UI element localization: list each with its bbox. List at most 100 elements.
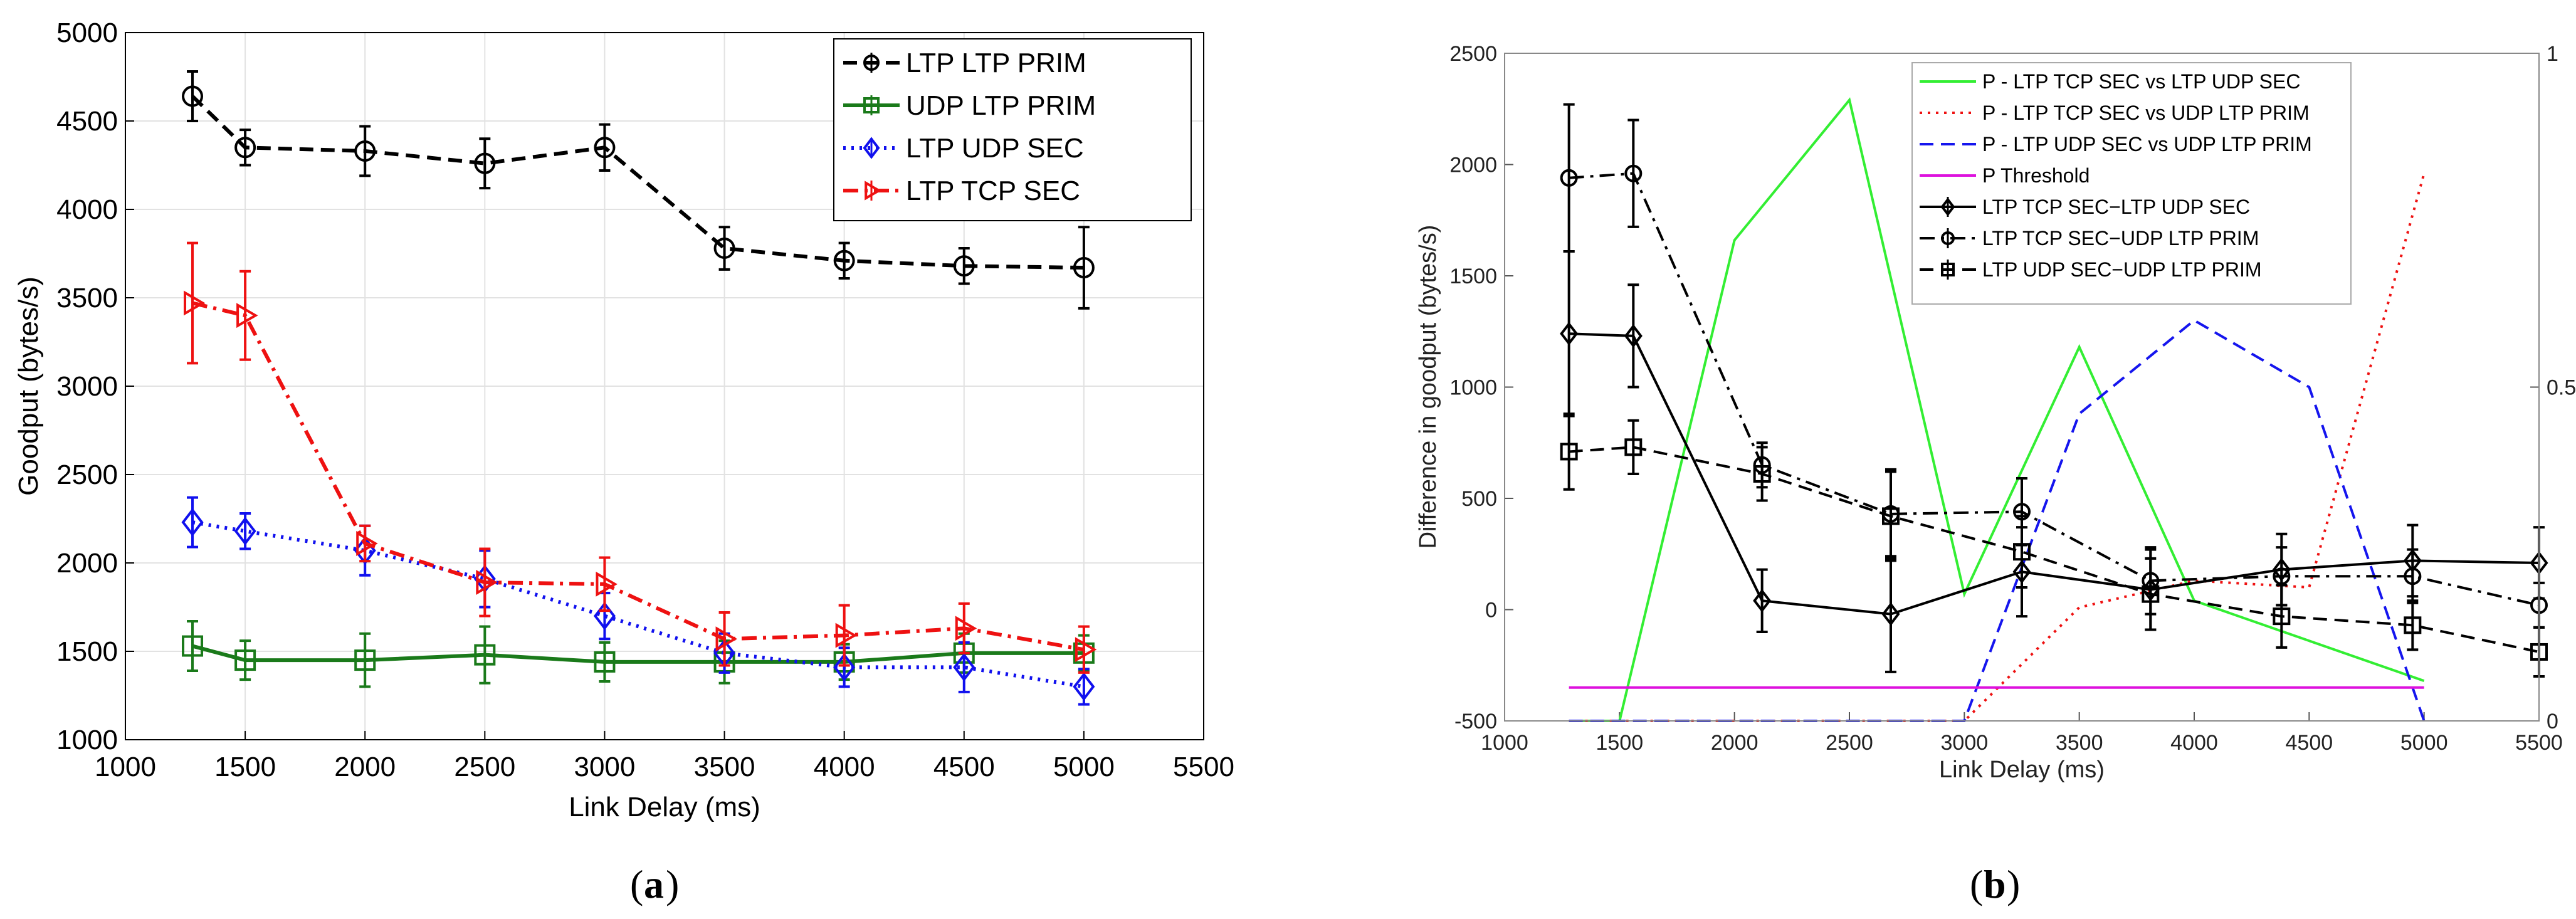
data-point xyxy=(236,303,258,328)
data-point xyxy=(1075,637,1097,663)
y-tick-label: 1500 xyxy=(1449,265,1497,288)
x-tick-label: 3500 xyxy=(2056,731,2103,755)
legend-entry: UDP LTP PRIM xyxy=(843,90,1096,121)
x-tick-label: 5000 xyxy=(1053,752,1115,782)
legend-entry: LTP TCP SEC−UDP LTP PRIM xyxy=(1920,227,2259,249)
legend-label: P - LTP UDP SEC vs UDP LTP PRIM xyxy=(1982,133,2312,155)
data-point xyxy=(474,644,496,666)
data-point xyxy=(2273,567,2291,586)
series-ltp-tcp-sec xyxy=(184,241,1097,674)
legend-entry: P - LTP TCP SEC vs UDP LTP PRIM xyxy=(1920,102,2310,124)
panel-caption-b: ( b ) xyxy=(1970,862,2020,906)
data-point xyxy=(1624,438,1643,456)
data-point xyxy=(184,290,206,316)
data-point xyxy=(234,517,256,546)
data-point xyxy=(476,570,498,595)
x-tick-label: 3500 xyxy=(694,752,755,782)
series-line xyxy=(1569,172,2540,607)
y-axis-label-b: Difference in goodput (bytes/s) xyxy=(1415,225,1441,549)
y2-tick-label: 0 xyxy=(2547,710,2558,733)
x-tick-label: 2000 xyxy=(334,752,396,782)
y-tick-label: 500 xyxy=(1461,487,1497,511)
x-tick-label: 2500 xyxy=(454,752,515,782)
data-point xyxy=(182,635,204,657)
x-tick-label: 3000 xyxy=(574,752,635,782)
x-tick-label: 2000 xyxy=(1711,731,1759,755)
x-tick-label: 5500 xyxy=(1173,752,1234,782)
data-point xyxy=(1881,602,1900,626)
series-ltp-ltp-prim xyxy=(182,70,1095,310)
legend-marker xyxy=(863,55,880,71)
data-point xyxy=(835,622,858,648)
x-tick-label: 4000 xyxy=(2170,731,2218,755)
y-tick-label: 2500 xyxy=(56,460,118,490)
data-point xyxy=(182,85,204,107)
data-point xyxy=(955,616,977,641)
data-point xyxy=(833,653,856,682)
y-tick-label: 2000 xyxy=(56,548,118,579)
data-point xyxy=(356,531,378,556)
legend-label: UDP LTP PRIM xyxy=(906,90,1096,121)
svg-text:): ) xyxy=(666,862,679,906)
x-tick-label: 2500 xyxy=(1826,731,1873,755)
x-tick-label: 5500 xyxy=(2515,731,2563,755)
data-point xyxy=(1560,322,1579,346)
y2-tick-label: 0.5 xyxy=(2547,376,2576,400)
series-line xyxy=(191,95,1084,270)
data-point xyxy=(953,255,975,277)
legend-entry: LTP TCP SEC−LTP UDP SEC xyxy=(1920,196,2250,218)
x-tick-label: 4500 xyxy=(933,752,995,782)
series-a xyxy=(181,70,1097,706)
y-axis-label-a: Goodput (bytes/s) xyxy=(13,276,44,496)
y-tick-label: 2500 xyxy=(1449,42,1497,66)
data-point xyxy=(2404,616,2422,634)
chart-panel-b: 1000 1500 2000 2500 3000 3500 4000 4500 5000 5500… xyxy=(1415,42,2576,906)
legend-box-a xyxy=(833,38,1192,221)
legend-entry: LTP UDP SEC xyxy=(843,133,1084,164)
y-tick-label: 2000 xyxy=(1449,154,1497,177)
data-point xyxy=(1624,164,1643,182)
panel-letter-a: a xyxy=(644,862,664,906)
data-point xyxy=(2142,585,2160,603)
legend-entry: LTP LTP PRIM xyxy=(843,48,1086,78)
panel-caption-a: ( a ) xyxy=(630,862,679,906)
x-tick-label: 1000 xyxy=(95,752,156,782)
data-point xyxy=(354,140,376,162)
y-tick-label: 4000 xyxy=(56,194,118,225)
y-ticks-a: 1000 1500 2000 2500 3000 3500 4000 4500 5000 xyxy=(56,18,134,755)
data-point xyxy=(1073,257,1095,279)
data-point xyxy=(1073,672,1095,701)
legend-label: LTP UDP SEC xyxy=(906,133,1084,164)
data-point xyxy=(2404,567,2422,586)
y2-ticks-b: 00.51 xyxy=(2530,42,2576,733)
data-point xyxy=(713,238,735,260)
data-point xyxy=(1624,323,1643,348)
y-tick-label: 1000 xyxy=(1449,376,1497,400)
legend-label: P - LTP TCP SEC vs UDP LTP PRIM xyxy=(1982,102,2310,124)
legend-entry: LTP TCP SEC xyxy=(843,176,1080,206)
data-point xyxy=(1753,465,1771,483)
chart-panel-a: 1000 1500 2000 2500 3000 3500 4000 4500 5000 5500… xyxy=(13,18,1234,906)
legend-entry: P Threshold xyxy=(1920,164,2090,187)
series-line xyxy=(1569,446,2540,653)
x-tick-label: 3000 xyxy=(1941,731,1989,755)
legend-marker xyxy=(865,181,882,201)
series-b xyxy=(1560,97,2548,722)
legend-entry: P - LTP UDP SEC vs UDP LTP PRIM xyxy=(1920,133,2312,155)
y-tick-label: 5000 xyxy=(56,18,118,48)
legend-label: LTP UDP SEC−UDP LTP PRIM xyxy=(1982,258,2261,281)
data-point xyxy=(593,601,616,631)
y-tick-label: 3000 xyxy=(56,371,118,402)
legend-marker xyxy=(1940,197,1955,216)
data-point xyxy=(594,651,616,673)
x-tick-label: 1500 xyxy=(214,752,276,782)
data-point xyxy=(833,249,855,271)
legend-label: P Threshold xyxy=(1982,164,2090,187)
data-point xyxy=(2013,543,2031,561)
legend-label: P - LTP TCP SEC vs LTP UDP SEC xyxy=(1982,70,2300,93)
plot-frame-a xyxy=(125,32,1204,740)
legend-marker xyxy=(863,137,880,159)
data-point xyxy=(234,649,256,671)
x-axis-label-b: Link Delay (ms) xyxy=(1939,757,2105,783)
legend-entry: LTP UDP SEC−UDP LTP PRIM xyxy=(1920,258,2261,281)
